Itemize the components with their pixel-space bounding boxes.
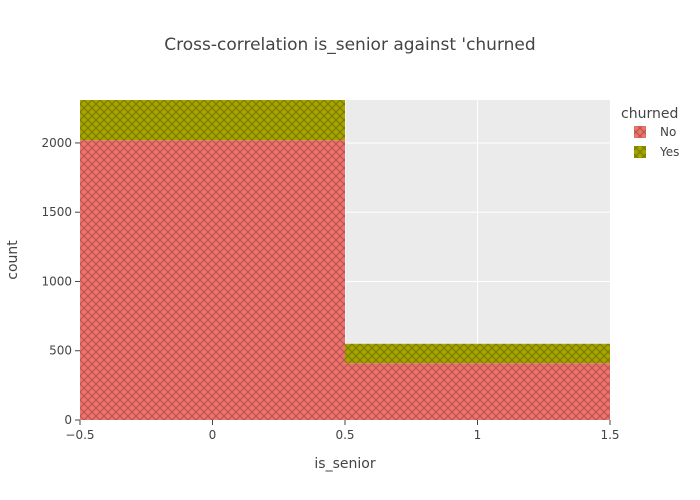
bar-no-bin-0: [80, 140, 345, 420]
y-axis-title: count: [5, 240, 21, 280]
chart-title: Cross-correlation is_senior against 'chu…: [164, 35, 535, 55]
bar-yes-bin-0: [80, 100, 345, 141]
y-tick-label-0: 0: [64, 413, 72, 427]
x-tick-label-4: 1.5: [600, 428, 619, 442]
legend-label-yes: Yes: [659, 145, 679, 159]
bar-no-bin-1: [345, 363, 610, 420]
y-tick-label-1: 500: [49, 344, 72, 358]
x-tick-label-3: 1: [474, 428, 482, 442]
y-tick-label-3: 1500: [41, 205, 72, 219]
y-axis-tick-labels: 0 500 1000 1500 2000: [41, 136, 80, 427]
x-axis-tick-labels: −0.5 0 0.5 1 1.5: [65, 420, 620, 442]
bar-yes-bin-1: [345, 343, 610, 364]
legend-label-no: No: [660, 125, 676, 139]
legend-swatch-yes: [634, 146, 646, 158]
x-tick-label-0: −0.5: [65, 428, 94, 442]
x-tick-label-2: 0.5: [335, 428, 354, 442]
y-tick-label-4: 2000: [41, 136, 72, 150]
legend-swatch-no: [634, 126, 646, 138]
legend-title: churned: [621, 106, 678, 122]
x-axis-title: is_senior: [314, 456, 375, 472]
legend: churned No Yes: [621, 106, 679, 159]
legend-items: No Yes: [634, 125, 679, 159]
y-tick-label-2: 1000: [41, 274, 72, 288]
histogram-bars: [80, 100, 610, 420]
x-tick-label-1: 0: [209, 428, 217, 442]
